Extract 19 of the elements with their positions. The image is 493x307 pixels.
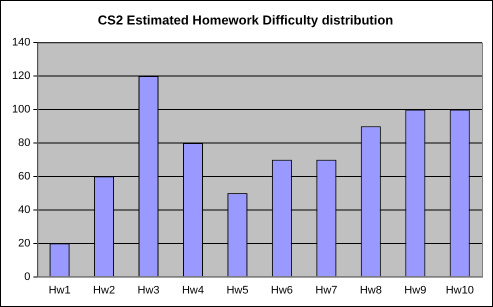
- x-tick-label: Hw4: [182, 284, 204, 296]
- y-tick-label: 40: [18, 204, 30, 216]
- x-tick-label: Hw1: [48, 284, 71, 296]
- y-tick-label: 80: [18, 137, 30, 150]
- y-tick-label: 120: [12, 70, 30, 82]
- chart-title: CS2 Estimated Homework Difficulty distribution: [98, 12, 394, 28]
- x-tick-label: Hw7: [315, 284, 338, 296]
- y-tick-label: 100: [12, 104, 30, 116]
- x-tick-label: Hw2: [93, 284, 116, 296]
- y-tick-label: 140: [12, 36, 30, 49]
- x-tick-label: Hw3: [138, 284, 160, 296]
- x-tick-label: Hw10: [446, 284, 474, 296]
- x-tick-label: Hw9: [404, 284, 426, 296]
- y-tick-label: 20: [18, 237, 30, 250]
- x-tick-label: Hw5: [226, 284, 248, 296]
- y-tick-label: 0: [24, 270, 30, 283]
- x-tick-label: Hw8: [360, 284, 382, 296]
- x-tick-label: Hw6: [270, 284, 293, 296]
- y-tick-label: 60: [18, 170, 30, 182]
